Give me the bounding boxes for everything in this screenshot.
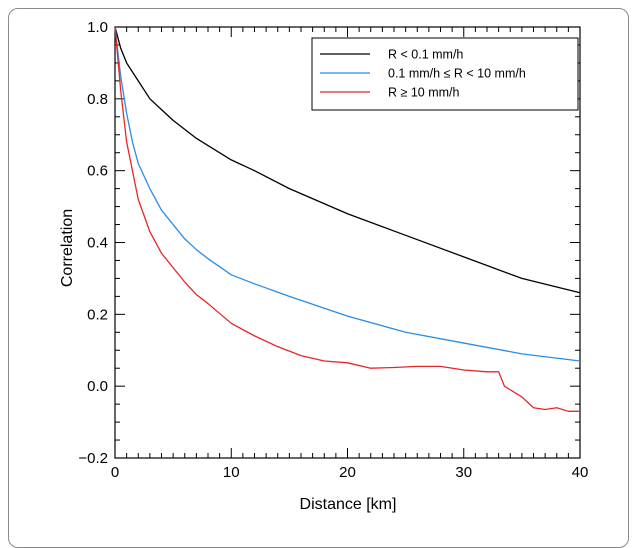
x-tick-label: 30 [455, 464, 472, 481]
legend-label-1: R < 0.1 mm/h [388, 48, 463, 62]
y-tick-label: 0.8 [87, 91, 108, 108]
legend-box [311, 37, 579, 111]
y-tick-label: 0.4 [87, 235, 108, 252]
series-line-3 [114, 26, 580, 412]
x-tick-label: 10 [223, 464, 240, 481]
x-axis-title: Distance [km] [300, 496, 397, 513]
y-axis-title: Correlation [59, 209, 76, 287]
y-tick-label: 1.0 [87, 19, 108, 36]
legend-label-2: 0.1 mm/h ≤ R < 10 mm/h [388, 67, 526, 81]
x-tick-label: 40 [572, 464, 589, 481]
y-tick-label: −0.2 [78, 450, 108, 467]
series-line-2 [114, 26, 581, 362]
line-chart: 0 10 20 30 40 −0.2 0.0 0.2 0.4 0.6 0.8 1.0 R < 0.1 … [59, 19, 589, 513]
legend-label-3: R ≥ 10 mm/h [388, 86, 460, 100]
x-tick-label: 20 [339, 464, 356, 481]
y-tick-label: 0.0 [87, 378, 108, 395]
y-tick-label: 0.2 [87, 306, 108, 323]
y-tick-label: 0.6 [87, 163, 108, 180]
x-tick-label: 0 [111, 464, 119, 481]
series-line-1 [114, 26, 581, 294]
